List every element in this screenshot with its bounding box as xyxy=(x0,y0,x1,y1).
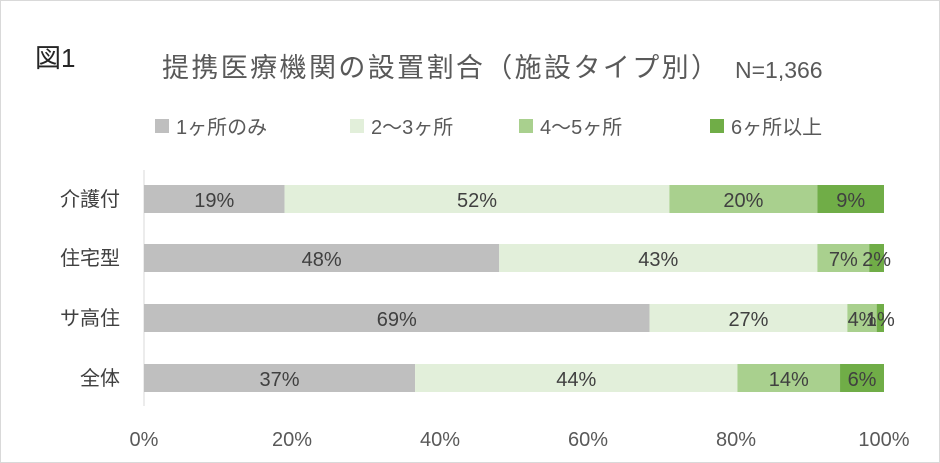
bar-segment xyxy=(840,364,884,392)
legend-item: 1ヶ所のみ xyxy=(155,116,267,139)
data-label: 69% xyxy=(377,309,417,331)
x-tick-label: 40% xyxy=(420,429,460,451)
category-label: 全体 xyxy=(80,367,120,390)
x-tick-label: 80% xyxy=(716,429,756,451)
x-tick-label: 100% xyxy=(858,429,909,451)
data-label: 2% xyxy=(862,249,891,271)
legend-item: 6ヶ所以上 xyxy=(710,116,822,139)
data-label: 1% xyxy=(866,309,895,331)
bar-segment xyxy=(876,304,884,332)
chart-title: 提携医療機関の設置割合（施設タイプ別） xyxy=(162,53,718,83)
bar-segment xyxy=(144,364,416,392)
bar-segment xyxy=(869,244,884,272)
x-tick-label: 20% xyxy=(272,429,312,451)
bar-segment xyxy=(649,304,848,332)
chart-subtitle: N=1,366 xyxy=(735,57,823,83)
data-label: 37% xyxy=(260,369,300,391)
data-label: 14% xyxy=(769,369,809,391)
x-axis: 0% 20% 40% 60% 80% 100% xyxy=(130,429,910,451)
bar-segment xyxy=(669,185,818,213)
legend-swatch xyxy=(710,119,724,133)
legend-label: 4〜5ヶ所 xyxy=(540,116,622,139)
bars xyxy=(144,185,884,392)
category-label: 介護付 xyxy=(60,188,120,211)
legend-label: 6ヶ所以上 xyxy=(731,116,822,139)
data-label: 4% xyxy=(848,309,877,331)
data-label: 44% xyxy=(556,369,596,391)
data-label: 19% xyxy=(194,190,234,212)
legend-label: 2〜3ヶ所 xyxy=(371,116,453,139)
data-label: 27% xyxy=(728,309,768,331)
bar-segment xyxy=(284,185,670,213)
legend-swatch xyxy=(350,119,364,133)
legend: 1ヶ所のみ 2〜3ヶ所 4〜5ヶ所 6ヶ所以上 xyxy=(155,116,822,139)
bar-segment xyxy=(737,364,841,392)
category-label: サ高住 xyxy=(60,307,120,330)
x-tick-label: 0% xyxy=(130,429,159,451)
legend-label: 1ヶ所のみ xyxy=(176,116,267,139)
figure-label: 図1 xyxy=(35,43,75,73)
bar-segment xyxy=(499,244,818,272)
data-label: 43% xyxy=(638,249,678,271)
data-label: 6% xyxy=(848,369,877,391)
data-label: 48% xyxy=(302,249,342,271)
data-label: 52% xyxy=(457,190,497,212)
bar-segment xyxy=(415,364,738,392)
legend-swatch xyxy=(155,119,169,133)
bar-segment xyxy=(144,244,500,272)
bar-segment xyxy=(144,185,285,213)
legend-swatch xyxy=(519,119,533,133)
legend-item: 4〜5ヶ所 xyxy=(519,116,622,139)
legend-item: 2〜3ヶ所 xyxy=(350,116,453,139)
data-labels: 19% 52% 20% 9% 48% 43% 7% 2% 69% 27% 4%1% 37% 44% 14%… xyxy=(194,190,895,391)
data-label: 7% xyxy=(829,249,858,271)
data-label: 9% xyxy=(836,190,865,212)
x-tick-label: 60% xyxy=(568,429,608,451)
bar-segment xyxy=(817,185,884,213)
bar-segment xyxy=(847,304,877,332)
category-label: 住宅型 xyxy=(60,247,120,270)
data-label: 20% xyxy=(723,190,763,212)
bar-segment xyxy=(144,304,650,332)
bar-segment xyxy=(817,244,870,272)
